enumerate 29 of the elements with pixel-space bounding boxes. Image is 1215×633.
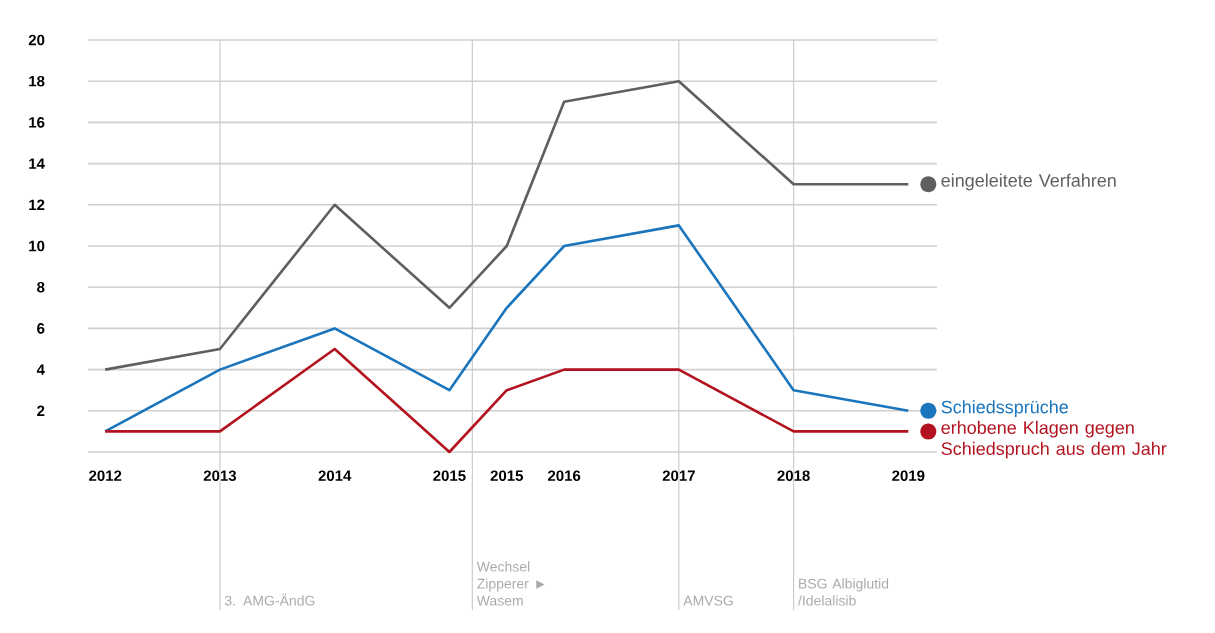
y-tick-label: 14 (29, 158, 45, 169)
legend-label: Schiedssprüche (941, 400, 1068, 417)
x-tick-label: 2016 (547, 470, 581, 482)
x-tick-label: 2018 (777, 470, 810, 482)
x-tick-label: 2012 (89, 470, 122, 482)
y-tick-label: 12 (29, 199, 45, 211)
y-tick-label: 20 (28, 34, 45, 46)
line-series (103, 347, 910, 454)
x-tick-label: 2015 (490, 470, 524, 482)
ref-line-label: AMVSG (683, 595, 733, 606)
x-tick-label: 2014 (318, 470, 352, 482)
ref-line-label: Wechsel Zipperer ► Wasem (476, 561, 545, 606)
line-series (103, 224, 910, 433)
y-tick-label: 16 (29, 117, 45, 128)
x-tick-label: 2015 (433, 470, 466, 482)
x-tick-label: 2017 (662, 470, 695, 482)
y-tick-label: 6 (37, 323, 45, 334)
ref-line-label: BSG Albiglutid /Idelalisib (797, 578, 889, 606)
y-tick-label: 2 (37, 405, 45, 417)
ref-line-label: 3. AMG-ÄndG (224, 593, 315, 606)
y-tick-label: 10 (29, 240, 45, 252)
y-tick-label: 8 (37, 281, 45, 293)
y-tick-label: 4 (36, 364, 45, 375)
legend-label: erhobene Klagen gegen Schiedspruch aus dem Jahr (941, 420, 1167, 459)
x-tick-label: 2019 (892, 470, 925, 482)
y-tick-label: 18 (29, 75, 45, 87)
line-series (103, 79, 910, 371)
legend-label: eingeleitete Verfahren (941, 173, 1116, 191)
x-tick-label: 2013 (203, 470, 237, 482)
